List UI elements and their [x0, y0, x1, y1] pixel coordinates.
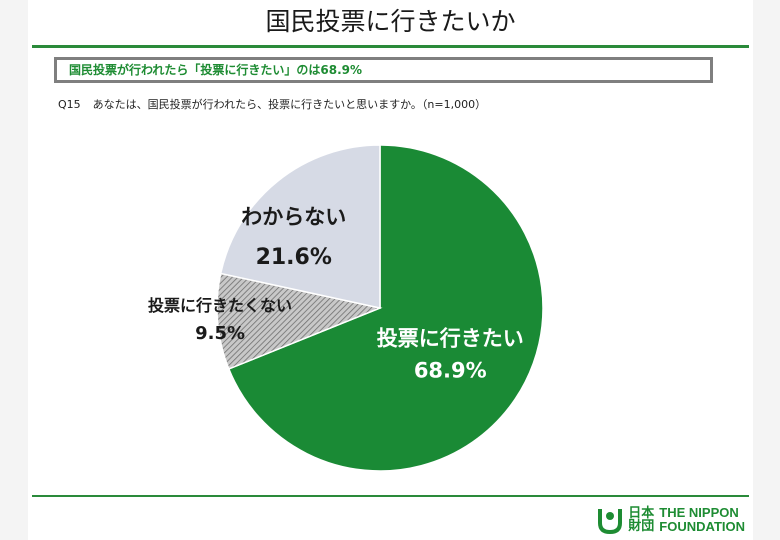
page-title: 国民投票に行きたいか — [265, 7, 516, 36]
pie-labels: 投票に行きたい 68.9% 投票に行きたくない 9.5% わからない 21.6% — [148, 205, 524, 382]
slice-value-3: 21.6% — [256, 245, 332, 270]
slide: 国民投票に行きたいか 国民投票が行われたら「投票に行きたい」のは68.9% Q1… — [28, 0, 753, 540]
pie-slice-3 — [219, 144, 381, 309]
slice-value-2: 9.5% — [195, 323, 245, 344]
headline-box: 国民投票が行われたら「投票に行きたい」のは68.9% — [54, 57, 713, 83]
nippon-foundation-logo: 日本 財団 THE NIPPON FOUNDATION — [597, 504, 745, 536]
slice-label-1: 投票に行きたい — [377, 326, 524, 350]
logo-japanese: 日本 財団 — [628, 506, 655, 534]
question-line: Q15 あなたは、国民投票が行われたら、投票に行きたいと思いますか。（n=1,00… — [58, 96, 486, 112]
logo-english: THE NIPPON FOUNDATION — [659, 505, 745, 534]
pie-chart: 投票に行きたい 68.9% 投票に行きたくない 9.5% わからない 21.6% — [148, 144, 544, 472]
slice-label-2: 投票に行きたくない — [148, 296, 292, 315]
question-number: Q15 — [58, 98, 81, 111]
question-text: あなたは、国民投票が行われたら、投票に行きたいと思いますか。（n=1,000） — [92, 98, 487, 111]
pie-slices — [216, 144, 544, 472]
foundation-mark-icon — [598, 509, 623, 535]
pie-slice-1 — [227, 144, 544, 472]
pie-slice-2 — [216, 272, 383, 370]
footer-divider — [32, 495, 749, 497]
title-divider — [32, 45, 749, 48]
slice-label-3: わからない — [241, 205, 346, 229]
slice-value-1: 68.9% — [414, 358, 487, 382]
